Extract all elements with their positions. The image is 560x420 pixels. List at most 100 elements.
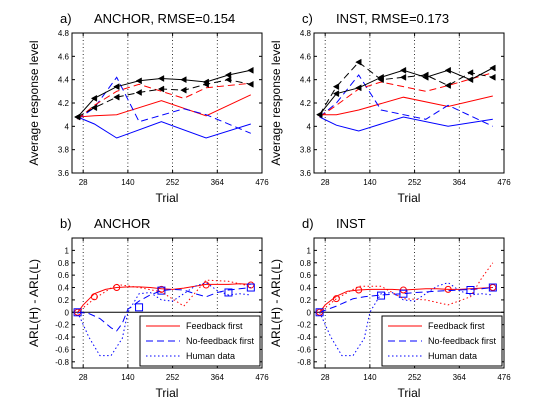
x-tick-label: 364 [453,373,467,382]
data-point-triangle [316,111,323,119]
data-point-triangle [90,104,98,112]
series-line [77,283,251,313]
y-tick-label: 4.8 [300,29,312,38]
data-point-square [224,288,233,297]
series-line [77,279,251,313]
x-tick-label: 28 [321,373,330,382]
data-point-triangle [444,66,451,74]
data-point-triangle [224,76,232,84]
series-line [319,72,493,118]
data-point-triangle [224,71,232,79]
y-tick-label: -0.2 [55,321,69,330]
series-line [319,287,493,313]
y-tick-label: -0.8 [55,358,69,367]
panel-title: ANCHOR [94,216,150,231]
legend-label: No-feedback first [428,336,497,346]
series-line [77,287,251,332]
y-tick-label: 0.2 [300,296,312,305]
series-line [77,76,251,134]
data-point-triangle [247,66,254,74]
y-tick-label: -0.6 [55,345,69,354]
data-point-triangle [135,77,142,85]
series-line [319,282,493,357]
series-line [319,67,494,116]
data-point-square [315,308,324,317]
data-point-triangle [113,93,120,101]
y-tick-label: 0.6 [58,271,70,280]
data-point-triangle [399,73,407,81]
data-point-triangle [180,76,187,84]
legend-label: Feedback first [428,321,485,331]
y-axis-label: Average response level [27,40,41,165]
data-point-square [488,283,497,292]
x-tick-label: 252 [408,373,422,382]
y-tick-label: -0.4 [297,333,311,342]
panel-letter: d) [302,216,314,231]
x-tick-label: 252 [408,178,422,187]
data-point-circle [247,281,255,289]
x-axis-label: Trial [156,191,179,205]
data-point-triangle [422,71,429,79]
y-tick-label: 0 [307,308,312,317]
data-point-triangle [113,83,120,91]
y-tick-label: 0.6 [300,271,312,280]
x-tick-label: 476 [497,373,511,382]
y-tick-label: 3.6 [58,169,70,178]
panel-title: INST, RMSE=0.173 [336,11,449,26]
y-tick-label: 4.6 [58,52,70,61]
data-point-triangle [180,86,187,94]
y-tick-label: 4.2 [300,99,312,108]
y-tick-label: 0.4 [300,284,312,293]
y-axis-label: ARL(H) - ARL(L) [27,259,41,347]
x-tick-label: 28 [321,178,330,187]
data-point-circle [332,295,340,303]
y-tick-label: 0.8 [58,259,70,268]
y-axis-label: Average response level [269,40,283,165]
y-tick-label: 4 [307,122,312,131]
series-line [319,61,493,115]
x-axis-label: Trial [398,191,421,205]
data-point-triangle [489,73,496,81]
x-tick-label: 476 [255,373,269,382]
y-tick-label: 0.8 [300,259,312,268]
data-point-square [73,308,82,317]
data-point-square [135,303,144,312]
legend-label: Human data [186,351,235,361]
x-tick-label: 140 [121,178,135,187]
y-tick-label: -0.6 [297,345,311,354]
data-point-triangle [157,85,165,93]
data-point-triangle [399,66,407,74]
series-line [77,82,251,120]
x-axis-label: Trial [398,386,421,400]
data-point-circle [355,286,363,294]
data-point-square [466,286,475,294]
data-point-triangle [466,76,474,84]
x-tick-label: 140 [363,373,377,382]
plot-frame [313,237,505,369]
data-point-square [246,283,255,292]
plot-frame [71,237,263,369]
x-tick-label: 364 [453,178,467,187]
y-tick-label: 0 [65,308,70,317]
data-point-triangle [74,113,81,121]
legend: Feedback first No-feedback first Human dat… [139,315,261,367]
series-line [77,282,251,357]
x-tick-label: 140 [121,373,135,382]
data-point-circle [202,281,210,289]
data-point-triangle [355,84,362,92]
x-tick-label: 476 [497,178,511,187]
data-point-triangle [444,82,451,89]
data-point-triangle [355,58,362,66]
y-tick-label: 3.6 [300,169,312,178]
series-line [77,69,251,118]
x-tick-label: 364 [211,178,225,187]
data-point-triangle [377,76,384,84]
series-line [319,74,494,127]
data-point-square [157,286,166,295]
legend-label: Feedback first [186,321,243,331]
x-tick-label: 252 [166,373,180,382]
y-axis-label: ARL(H) - ARL(L) [269,259,283,347]
data-point-triangle [135,89,142,96]
y-tick-label: 1 [307,246,312,255]
